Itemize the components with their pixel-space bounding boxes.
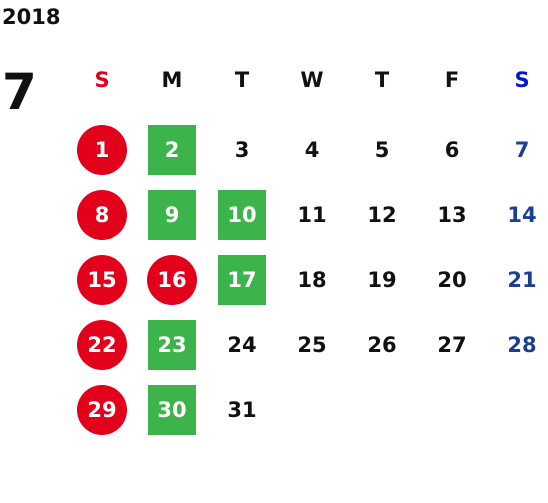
- weekday-label: F: [445, 68, 459, 92]
- day-number: 25: [297, 333, 326, 357]
- highlight-square: [148, 190, 196, 240]
- day-number: 18: [297, 268, 326, 292]
- holiday-circle: [77, 125, 127, 175]
- day-number: 20: [437, 268, 466, 292]
- weekday-label: T: [235, 68, 250, 92]
- day-number: 7: [515, 138, 530, 162]
- day-number: 14: [507, 203, 536, 227]
- day-number: 2: [165, 138, 180, 162]
- day-number: 16: [157, 268, 186, 292]
- day-number: 12: [367, 203, 396, 227]
- holiday-circle: [77, 190, 127, 240]
- day-number: 21: [507, 268, 536, 292]
- day-number: 29: [87, 398, 116, 422]
- day-number: 27: [437, 333, 466, 357]
- day-number: 26: [367, 333, 396, 357]
- day-number: 8: [95, 203, 110, 227]
- day-number: 19: [367, 268, 396, 292]
- day-number: 9: [165, 203, 180, 227]
- day-number: 3: [235, 138, 250, 162]
- day-number: 15: [87, 268, 116, 292]
- day-number: 11: [297, 203, 326, 227]
- day-number: 1: [95, 138, 110, 162]
- weekday-label: W: [300, 68, 323, 92]
- highlight-square: [148, 385, 196, 435]
- day-number: 22: [87, 333, 116, 357]
- day-number: 23: [157, 333, 186, 357]
- day-number: 28: [507, 333, 536, 357]
- holiday-circle: [77, 385, 127, 435]
- highlight-square: [148, 125, 196, 175]
- highlight-square: [218, 255, 266, 305]
- holiday-circle: [77, 255, 127, 305]
- weekday-label: S: [514, 68, 529, 92]
- day-number: 13: [437, 203, 466, 227]
- day-number: 31: [227, 398, 256, 422]
- day-number: 17: [227, 268, 256, 292]
- highlight-square: [218, 190, 266, 240]
- highlight-square: [148, 320, 196, 370]
- day-number: 6: [445, 138, 460, 162]
- weekday-label: T: [375, 68, 390, 92]
- day-number: 5: [375, 138, 390, 162]
- holiday-circle: [77, 320, 127, 370]
- year: 2018: [2, 5, 60, 29]
- weekday-label: S: [94, 68, 109, 92]
- day-number: 10: [227, 203, 256, 227]
- day-number: 24: [227, 333, 256, 357]
- holiday-circle: [147, 255, 197, 305]
- day-number: 30: [157, 398, 186, 422]
- day-number: 4: [305, 138, 320, 162]
- month: 7: [2, 63, 37, 121]
- weekday-label: M: [162, 68, 183, 92]
